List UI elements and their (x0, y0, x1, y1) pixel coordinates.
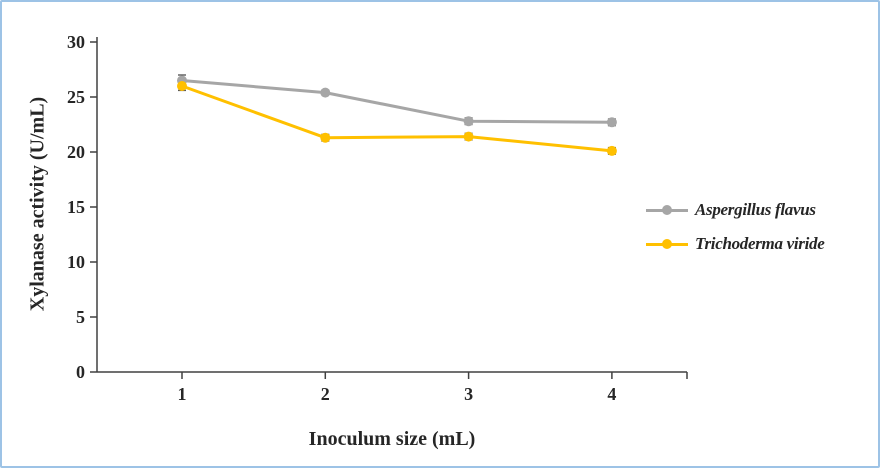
data-point-marker (320, 132, 331, 143)
x-tick-label: 1 (178, 384, 187, 404)
y-tick-label: 20 (67, 142, 85, 162)
x-tick-label: 4 (607, 384, 616, 404)
data-point-marker (463, 116, 474, 127)
data-point-marker (606, 117, 617, 128)
x-tick-label: 2 (321, 384, 330, 404)
x-axis-title: Inoculum size (mL) (308, 428, 476, 450)
legend-swatch-trichoderma (646, 238, 688, 250)
y-tick-label: 25 (67, 87, 85, 107)
y-tick-label: 0 (76, 362, 85, 382)
legend-dot-icon (662, 205, 672, 215)
data-point-marker (463, 131, 474, 142)
legend-item-trichoderma: Trichoderma viride (646, 234, 825, 254)
y-tick-label: 15 (67, 197, 85, 217)
legend-swatch-aspergillus (646, 204, 688, 216)
y-tick-label: 10 (67, 252, 85, 272)
y-axis-title: Xylanase activity (U/mL) (26, 96, 49, 312)
legend: Aspergillus flavus Trichoderma viride (646, 200, 825, 254)
legend-label-trichoderma: Trichoderma viride (695, 234, 825, 253)
series-line (180, 79, 614, 124)
data-point-marker (177, 81, 187, 91)
legend-dot-icon (662, 239, 672, 249)
data-point-marker (606, 145, 617, 156)
legend-item-aspergillus: Aspergillus flavus (646, 200, 824, 220)
x-tick-label: 3 (464, 384, 473, 404)
series-line (180, 84, 614, 153)
legend-label-aspergillus: Aspergillus flavus (695, 200, 816, 219)
y-tick-label: 5 (76, 307, 85, 327)
data-point-marker (320, 87, 331, 98)
y-tick-label: 30 (67, 32, 85, 52)
